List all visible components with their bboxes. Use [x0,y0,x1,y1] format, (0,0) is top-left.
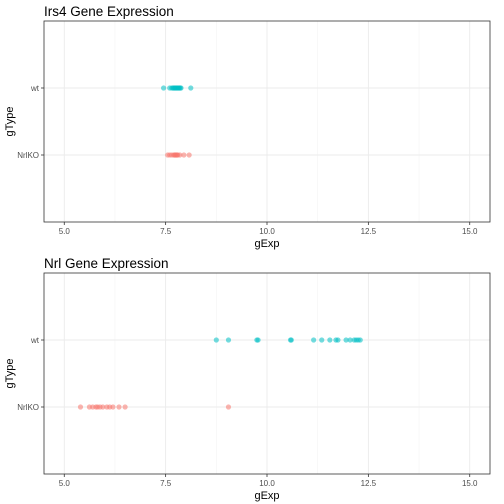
y-tick-label: wt [30,336,40,345]
data-point-wt [178,85,184,91]
data-point-wt [161,85,167,91]
x-tick-label: 5.0 [59,479,71,488]
y-axis-title: gType [4,359,16,389]
data-point-nrlko [110,404,116,410]
x-tick-label: 12.5 [361,479,377,488]
data-point-wt [347,337,353,343]
data-point-wt [213,337,219,343]
data-point-nrlko [186,152,192,158]
x-tick-label: 10.0 [259,227,275,236]
x-tick-label: 5.0 [59,227,71,236]
data-point-nrlko [100,404,106,410]
data-point-wt [255,337,261,343]
y-tick-label: wt [30,84,40,93]
y-tick-label: NrlKO [17,403,39,412]
x-tick-label: 15.0 [462,227,478,236]
x-tick-label: 7.5 [160,227,172,236]
data-point-nrlko [177,152,183,158]
y-axis-title: gType [4,107,16,137]
data-point-wt [225,337,232,343]
data-point-wt [319,337,325,343]
x-tick-label: 15.0 [462,479,478,488]
chart-title: Irs4 Gene Expression [44,4,174,19]
chart-panel-1: Irs4 Gene Expression 5.0 7.5 10.0 12.5 15.0 wt… [4,4,491,250]
data-point-nrlko [181,152,187,158]
x-tick-label: 12.5 [361,227,377,236]
chart-panel-2: Nrl Gene Expression 5.0 7.5 10.0 12.5 15.0 wt N… [4,256,491,502]
x-tick-label: 7.5 [160,479,172,488]
data-point-nrlko [116,404,122,410]
data-point-wt [327,337,333,343]
data-point-nrlko [225,404,232,410]
y-tick-label: NrlKO [17,151,39,160]
data-point-wt [335,337,341,343]
data-point-wt [311,337,317,343]
x-axis-title: gExp [254,490,279,502]
data-point-wt [357,337,363,343]
x-tick-label: 10.0 [259,479,275,488]
chart-title: Nrl Gene Expression [44,256,169,271]
data-point-wt [188,85,194,91]
data-point-wt [343,337,349,343]
data-point-nrlko [122,404,128,410]
data-point-wt [288,337,294,343]
x-axis-title: gExp [254,238,279,250]
data-point-nrlko [77,404,84,410]
